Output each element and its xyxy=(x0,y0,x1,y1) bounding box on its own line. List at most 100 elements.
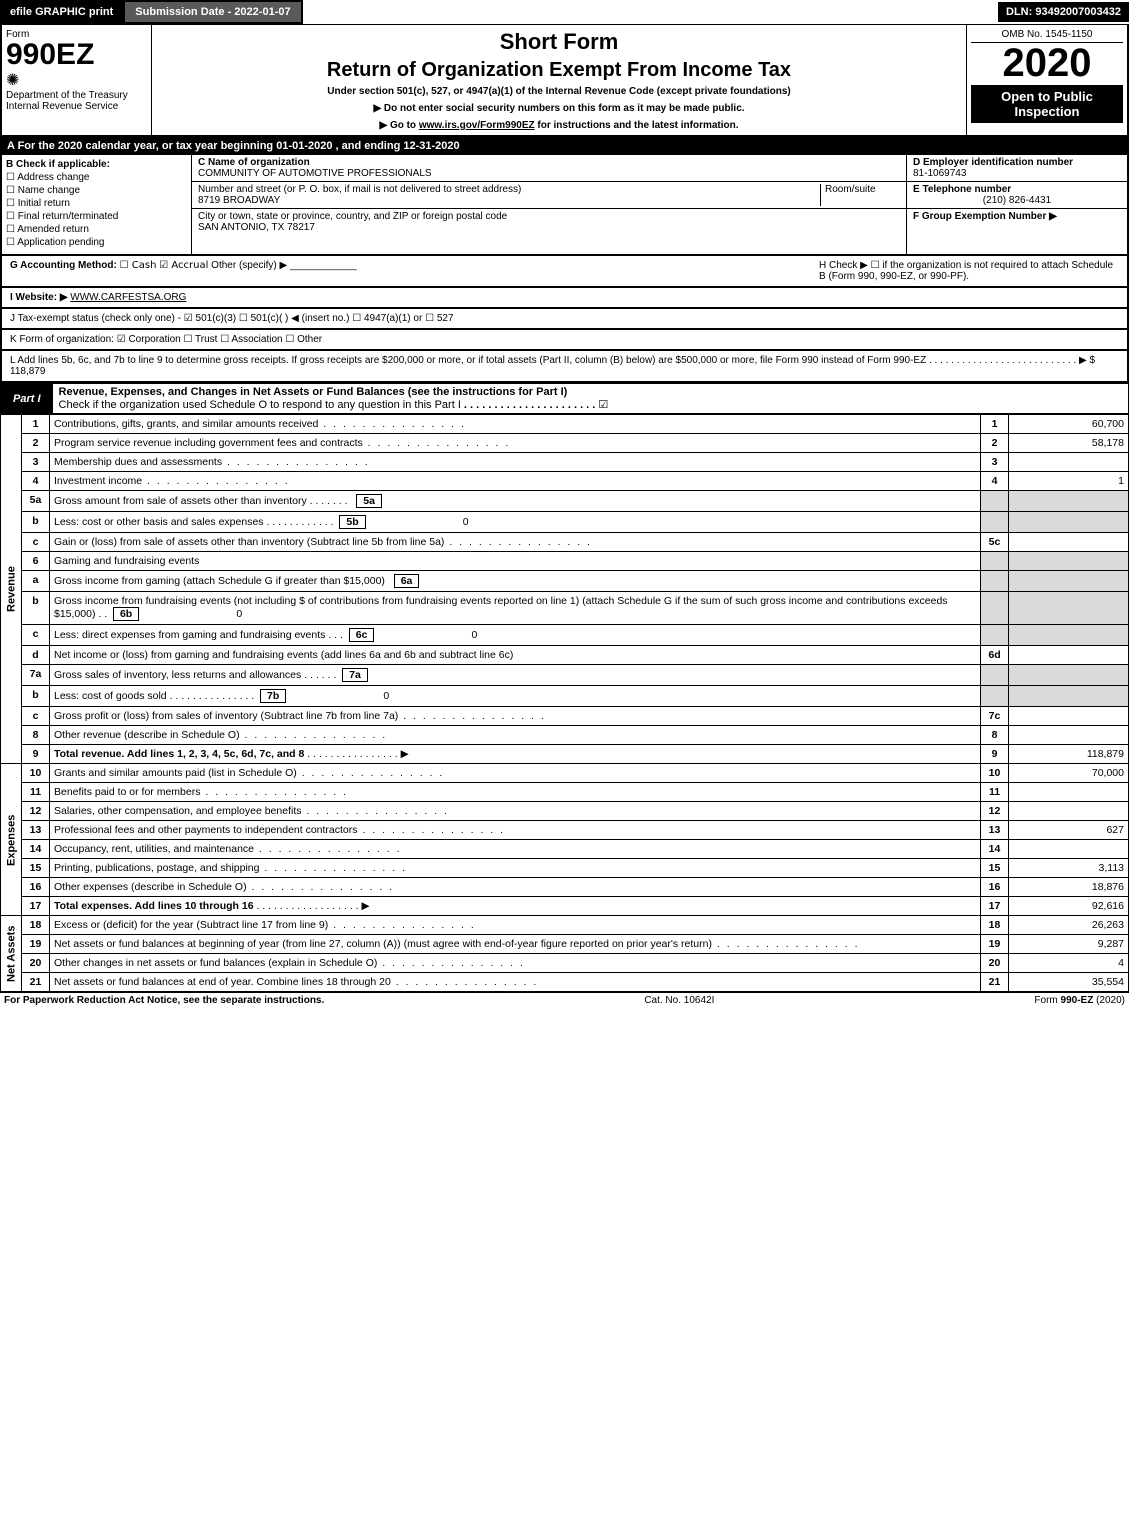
table-row: 12Salaries, other compensation, and empl… xyxy=(1,802,1129,821)
tel-label: E Telephone number xyxy=(913,184,1121,195)
row-h: H Check ▶ ☐ if the organization is not r… xyxy=(819,260,1119,282)
form-header: Form 990EZ ✺ Department of the Treasury … xyxy=(0,25,1129,137)
ein-value: 81-1069743 xyxy=(913,168,1121,179)
org-name-label: C Name of organization xyxy=(198,157,900,168)
table-row: 21Net assets or fund balances at end of … xyxy=(1,973,1129,992)
lines-table: Revenue 1Contributions, gifts, grants, a… xyxy=(0,414,1129,992)
cb-application-pending[interactable]: ☐ Application pending xyxy=(6,237,187,248)
section-a-row: A For the 2020 calendar year, or tax yea… xyxy=(0,137,1129,155)
footer-left: For Paperwork Reduction Act Notice, see … xyxy=(4,995,324,1006)
footer-center: Cat. No. 10642I xyxy=(644,995,714,1006)
table-row: 5aGross amount from sale of assets other… xyxy=(1,491,1129,512)
table-row: 11Benefits paid to or for members11 xyxy=(1,783,1129,802)
ein-row: D Employer identification number 81-1069… xyxy=(907,155,1127,182)
footer-right: Form 990-EZ (2020) xyxy=(1034,995,1125,1006)
row-g-h: G Accounting Method: ☐ Cash ☑ Accrual Ot… xyxy=(0,256,1129,288)
ein-label: D Employer identification number xyxy=(913,157,1121,168)
column-d: D Employer identification number 81-1069… xyxy=(907,155,1127,254)
cb-address-change[interactable]: ☐ Address change xyxy=(6,172,187,183)
table-row: 14Occupancy, rent, utilities, and mainte… xyxy=(1,840,1129,859)
row-l: L Add lines 5b, 6c, and 7b to line 9 to … xyxy=(0,351,1129,383)
street-value: 8719 BROADWAY xyxy=(198,195,820,206)
dept-treasury: Department of the Treasury xyxy=(6,90,147,101)
group-label: F Group Exemption Number ▶ xyxy=(913,211,1057,222)
efile-print-button[interactable]: efile GRAPHIC print xyxy=(0,0,123,24)
table-row: 7aGross sales of inventory, less returns… xyxy=(1,665,1129,686)
org-name: COMMUNITY OF AUTOMOTIVE PROFESSIONALS xyxy=(198,168,900,179)
cb-name-change[interactable]: ☐ Name change xyxy=(6,185,187,196)
part-1-title: Revenue, Expenses, and Changes in Net As… xyxy=(53,384,1128,413)
irs-label: Internal Revenue Service xyxy=(6,101,147,112)
short-form-title: Short Form xyxy=(156,29,962,55)
table-row: cLess: direct expenses from gaming and f… xyxy=(1,625,1129,646)
table-row: 15Printing, publications, postage, and s… xyxy=(1,859,1129,878)
city-value: SAN ANTONIO, TX 78217 xyxy=(198,222,900,233)
header-center: Short Form Return of Organization Exempt… xyxy=(152,25,967,135)
part-1-header: Part I Revenue, Expenses, and Changes in… xyxy=(0,383,1129,414)
col-b-title: B Check if applicable: xyxy=(6,159,187,170)
street-label: Number and street (or P. O. box, if mail… xyxy=(198,184,820,195)
header-right: OMB No. 1545-1150 2020 Open to Public In… xyxy=(967,25,1127,135)
submission-date-button[interactable]: Submission Date - 2022-01-07 xyxy=(123,0,302,24)
cb-initial-return[interactable]: ☐ Initial return xyxy=(6,198,187,209)
org-name-row: C Name of organization COMMUNITY OF AUTO… xyxy=(192,155,906,182)
street-row: Number and street (or P. O. box, if mail… xyxy=(192,182,906,209)
table-row: 19Net assets or fund balances at beginni… xyxy=(1,935,1129,954)
info-grid: B Check if applicable: ☐ Address change … xyxy=(0,155,1129,256)
tax-year: 2020 xyxy=(971,43,1123,83)
irs-link[interactable]: www.irs.gov/Form990EZ xyxy=(419,120,535,131)
table-row: 17Total expenses. Add lines 10 through 1… xyxy=(1,897,1129,916)
revenue-vert-label: Revenue xyxy=(1,415,22,764)
page-footer: For Paperwork Reduction Act Notice, see … xyxy=(0,992,1129,1008)
table-row: bLess: cost or other basis and sales exp… xyxy=(1,512,1129,533)
table-row: Revenue 1Contributions, gifts, grants, a… xyxy=(1,415,1129,434)
table-row: Expenses 10Grants and similar amounts pa… xyxy=(1,764,1129,783)
form-number: 990EZ xyxy=(6,40,147,70)
table-row: bGross income from fundraising events (n… xyxy=(1,592,1129,625)
tel-row: E Telephone number (210) 826-4431 xyxy=(907,182,1127,209)
table-row: cGross profit or (loss) from sales of in… xyxy=(1,707,1129,726)
other-specify: Other (specify) ▶ xyxy=(211,260,287,271)
part1-checkbox[interactable]: ☑ xyxy=(598,398,608,411)
expenses-vert-label: Expenses xyxy=(1,764,22,916)
table-row: 8Other revenue (describe in Schedule O)8 xyxy=(1,726,1129,745)
row-j: J Tax-exempt status (check only one) - ☑… xyxy=(0,309,1129,330)
table-row: Net Assets 18Excess or (deficit) for the… xyxy=(1,916,1129,935)
table-row: 2Program service revenue including gover… xyxy=(1,434,1129,453)
open-public-box: Open to Public Inspection xyxy=(971,85,1123,123)
table-row: 20Other changes in net assets or fund ba… xyxy=(1,954,1129,973)
table-row: aGross income from gaming (attach Schedu… xyxy=(1,571,1129,592)
table-row: 3Membership dues and assessments3 xyxy=(1,453,1129,472)
column-b: B Check if applicable: ☐ Address change … xyxy=(2,155,192,254)
table-row: 13Professional fees and other payments t… xyxy=(1,821,1129,840)
column-c: C Name of organization COMMUNITY OF AUTO… xyxy=(192,155,907,254)
top-bar: efile GRAPHIC print Submission Date - 20… xyxy=(0,0,1129,25)
city-row: City or town, state or province, country… xyxy=(192,209,906,235)
tel-value: (210) 826-4431 xyxy=(913,195,1121,206)
dln-label: DLN: 93492007003432 xyxy=(998,2,1129,22)
subtitle: Under section 501(c), 527, or 4947(a)(1)… xyxy=(156,86,962,97)
netassets-vert-label: Net Assets xyxy=(1,916,22,992)
instruction-1: ▶ Do not enter social security numbers o… xyxy=(156,103,962,114)
table-row: 9Total revenue. Add lines 1, 2, 3, 4, 5c… xyxy=(1,745,1129,764)
row-i: I Website: ▶ WWW.CARFESTSA.ORG xyxy=(0,288,1129,309)
header-left: Form 990EZ ✺ Department of the Treasury … xyxy=(2,25,152,135)
table-row: cGain or (loss) from sale of assets othe… xyxy=(1,533,1129,552)
cb-final-return[interactable]: ☐ Final return/terminated xyxy=(6,211,187,222)
table-row: 4Investment income41 xyxy=(1,472,1129,491)
treasury-seal-icon: ✺ xyxy=(6,70,147,90)
part-1-badge: Part I xyxy=(1,391,53,407)
accounting-method: G Accounting Method: ☐ Cash ☑ Accrual Ot… xyxy=(10,260,819,282)
table-row: 16Other expenses (describe in Schedule O… xyxy=(1,878,1129,897)
cb-cash[interactable]: ☐ Cash xyxy=(120,260,157,271)
cb-amended-return[interactable]: ☐ Amended return xyxy=(6,224,187,235)
row-k: K Form of organization: ☑ Corporation ☐ … xyxy=(0,330,1129,351)
instruction-2: ▶ Go to www.irs.gov/Form990EZ for instru… xyxy=(156,120,962,131)
website-link[interactable]: WWW.CARFESTSA.ORG xyxy=(70,292,186,303)
room-suite: Room/suite xyxy=(820,184,900,206)
cb-accrual[interactable]: ☑ Accrual xyxy=(159,260,208,271)
return-title: Return of Organization Exempt From Incom… xyxy=(156,59,962,82)
table-row: dNet income or (loss) from gaming and fu… xyxy=(1,646,1129,665)
city-label: City or town, state or province, country… xyxy=(198,211,900,222)
table-row: bLess: cost of goods sold . . . . . . . … xyxy=(1,686,1129,707)
